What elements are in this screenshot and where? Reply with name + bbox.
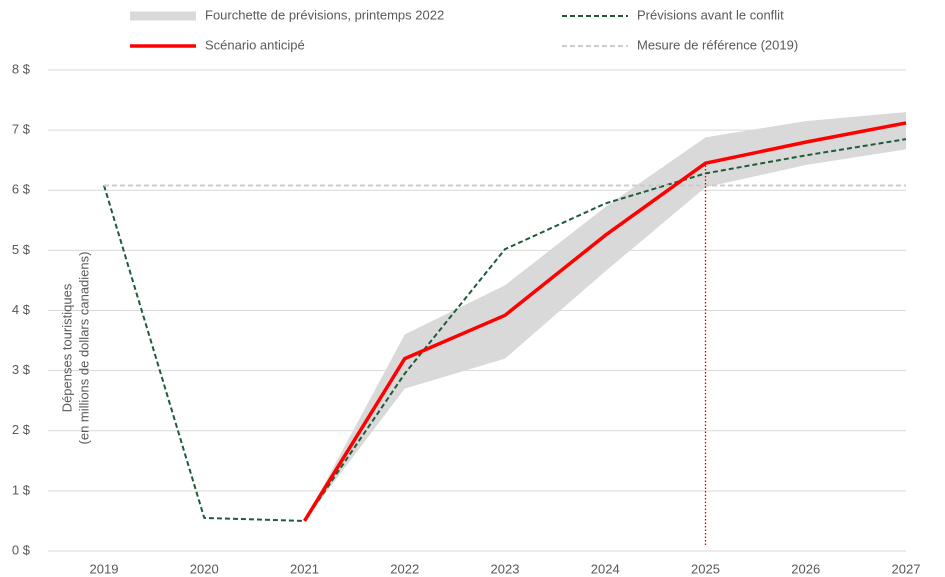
x-tick-label: 2023 [491, 561, 520, 576]
y-tick-label: 5 $ [12, 242, 31, 257]
x-tick-label: 2020 [190, 561, 219, 576]
legend-label: Mesure de référence (2019) [637, 37, 798, 52]
y-tick-label: 7 $ [12, 122, 31, 137]
y-tick-label: 2 $ [12, 422, 31, 437]
y-tick-label: 4 $ [12, 302, 31, 317]
y-tick-label: 8 $ [12, 61, 31, 76]
y-tick-label: 0 $ [12, 542, 31, 557]
x-tick-label: 2024 [591, 561, 620, 576]
x-tick-label: 2027 [892, 561, 921, 576]
legend-label: Scénario anticipé [205, 37, 305, 52]
x-tick-label: 2019 [90, 561, 119, 576]
y-axis-label: (en millions de dollars canadiens) [76, 252, 91, 445]
legend-label: Fourchette de prévisions, printemps 2022 [205, 7, 444, 22]
y-axis-label: Dépenses touristiques [59, 283, 74, 412]
x-tick-label: 2021 [290, 561, 319, 576]
y-tick-label: 6 $ [12, 182, 31, 197]
legend-label: Prévisions avant le conflit [637, 7, 784, 22]
y-tick-label: 1 $ [12, 482, 31, 497]
series-line [303, 121, 907, 522]
x-tick-label: 2025 [691, 561, 720, 576]
series-line [103, 138, 907, 522]
y-tick-label: 3 $ [12, 362, 31, 377]
x-tick-label: 2022 [390, 561, 419, 576]
forecast-band [304, 112, 906, 521]
x-tick-label: 2026 [791, 561, 820, 576]
